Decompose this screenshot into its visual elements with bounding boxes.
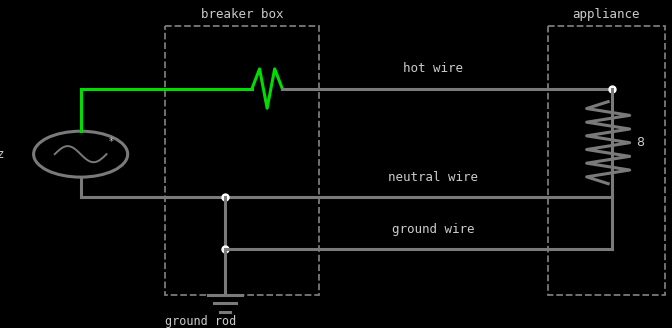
Bar <box>548 26 665 295</box>
Text: hot wire: hot wire <box>403 62 464 75</box>
Text: breaker box: breaker box <box>201 8 283 21</box>
Text: ground wire: ground wire <box>392 223 474 236</box>
Text: appliance: appliance <box>573 8 640 21</box>
Bar <box>165 26 319 295</box>
Text: 8: 8 <box>636 136 644 149</box>
Text: neutral wire: neutral wire <box>388 171 478 184</box>
Text: *: * <box>109 137 114 147</box>
Text: 60Hz: 60Hz <box>0 148 5 161</box>
Text: ground rod: ground rod <box>165 315 236 328</box>
